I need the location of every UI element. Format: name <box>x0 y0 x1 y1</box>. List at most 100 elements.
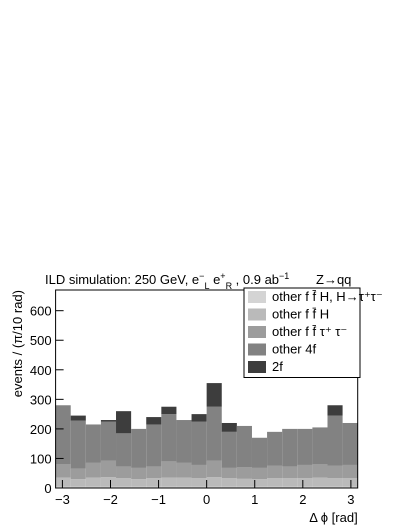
bar-segment <box>251 479 268 487</box>
bar-segment <box>131 479 147 487</box>
chart-title: ILD simulation: 250 GeV, e−L e+R , 0.9 a… <box>45 271 289 291</box>
bar-segment <box>312 464 328 478</box>
legend-swatch <box>248 326 266 338</box>
bar-segment <box>191 464 207 479</box>
x-tick-label: −1 <box>151 492 166 507</box>
legend-swatch <box>248 291 266 303</box>
y-tick-label: 600 <box>30 304 52 319</box>
y-tick-label: 400 <box>30 363 52 378</box>
bar-segment <box>327 486 343 488</box>
legend-label: other f f̄ τ⁺ τ⁻ <box>272 324 347 339</box>
legend-label: other 4f <box>272 342 316 357</box>
bar-segment <box>312 477 328 487</box>
title-part: + <box>220 271 225 281</box>
legend-label: other f f̄ H <box>272 307 329 322</box>
bar-segment <box>55 405 71 465</box>
x-tick-label: 1 <box>251 492 258 507</box>
bar-segment <box>146 417 162 425</box>
bar-segment <box>236 425 252 468</box>
bar-segment <box>146 478 162 487</box>
bar-segment <box>327 405 343 416</box>
bar-segment <box>236 478 252 487</box>
bar-segment <box>342 422 358 465</box>
bar-segment <box>131 486 147 488</box>
title-part: e <box>209 272 220 287</box>
bar-segment <box>267 486 283 488</box>
bar-segment <box>161 486 177 488</box>
bar-segment <box>146 466 162 479</box>
bar-segment <box>100 486 117 488</box>
bar-segment <box>70 415 86 421</box>
bar-segment <box>297 428 313 465</box>
title-part: R <box>226 281 233 291</box>
bar-segment <box>161 406 177 415</box>
bar-segment <box>161 414 177 462</box>
title-part: L <box>204 281 209 291</box>
x-axis-label: Δ ϕ [rad] <box>309 510 357 525</box>
bar-segment <box>267 465 283 479</box>
bar-segment <box>251 437 268 468</box>
bar-segment <box>327 415 343 466</box>
bar-segment <box>312 486 328 488</box>
bar-segment <box>161 461 177 478</box>
bar-segment <box>146 424 162 467</box>
bar-segment <box>251 486 268 488</box>
bar-segment <box>176 420 192 463</box>
bar-segment <box>236 486 252 488</box>
bar-segment <box>70 486 86 488</box>
bar-segment <box>236 467 252 479</box>
bar-segment <box>176 486 192 488</box>
bar-segment <box>70 479 86 487</box>
bar-segment <box>282 428 298 467</box>
bar-segment <box>55 464 71 478</box>
title-part: − <box>199 271 204 281</box>
y-tick-label: 500 <box>30 333 52 348</box>
x-tick-label: −3 <box>55 492 70 507</box>
annotation: Z→qq <box>316 272 351 287</box>
bar-segment <box>221 467 237 479</box>
x-tick-label: −2 <box>103 492 118 507</box>
legend-label: 2f <box>272 359 283 374</box>
bar-segment <box>100 421 117 461</box>
bar-segment <box>176 477 192 487</box>
bar-segment <box>100 460 117 478</box>
bar-segment <box>131 467 147 480</box>
bar-segment <box>85 462 101 478</box>
y-tick-label: 200 <box>30 422 52 437</box>
bar-segment <box>312 427 328 465</box>
bar-segment <box>191 478 207 487</box>
bar-segment <box>297 478 313 487</box>
bar-segment <box>85 477 101 487</box>
bar-segment <box>146 486 162 488</box>
bar-segment <box>116 478 132 487</box>
bar-segment <box>191 421 207 465</box>
bar-segment <box>282 486 298 488</box>
bar-segment <box>55 477 71 487</box>
y-tick-label: 100 <box>30 451 52 466</box>
bar-segment <box>267 431 283 466</box>
bar-segment <box>116 433 132 467</box>
bar-segment <box>116 411 132 434</box>
bar-segment <box>297 464 313 479</box>
x-tick-label: 3 <box>347 492 354 507</box>
legend-swatch <box>248 361 266 373</box>
bar-segment <box>282 478 298 487</box>
bar-segment <box>327 478 343 487</box>
bar-segment <box>191 414 207 422</box>
bar-segment <box>327 465 343 479</box>
bar-segment <box>206 486 222 488</box>
bar-segment <box>85 486 101 488</box>
bar-segment <box>100 477 117 487</box>
bar-segment <box>251 467 268 480</box>
bar-segment <box>282 466 298 479</box>
bar-segment <box>206 406 222 461</box>
bar-segment <box>206 477 222 487</box>
x-tick-label: 2 <box>299 492 306 507</box>
bar-segment <box>116 486 132 488</box>
bar-segment <box>221 431 237 468</box>
bar-segment <box>176 462 192 478</box>
y-tick-label: 300 <box>30 392 52 407</box>
bar-segment <box>85 424 101 463</box>
bar-segment <box>221 486 237 488</box>
